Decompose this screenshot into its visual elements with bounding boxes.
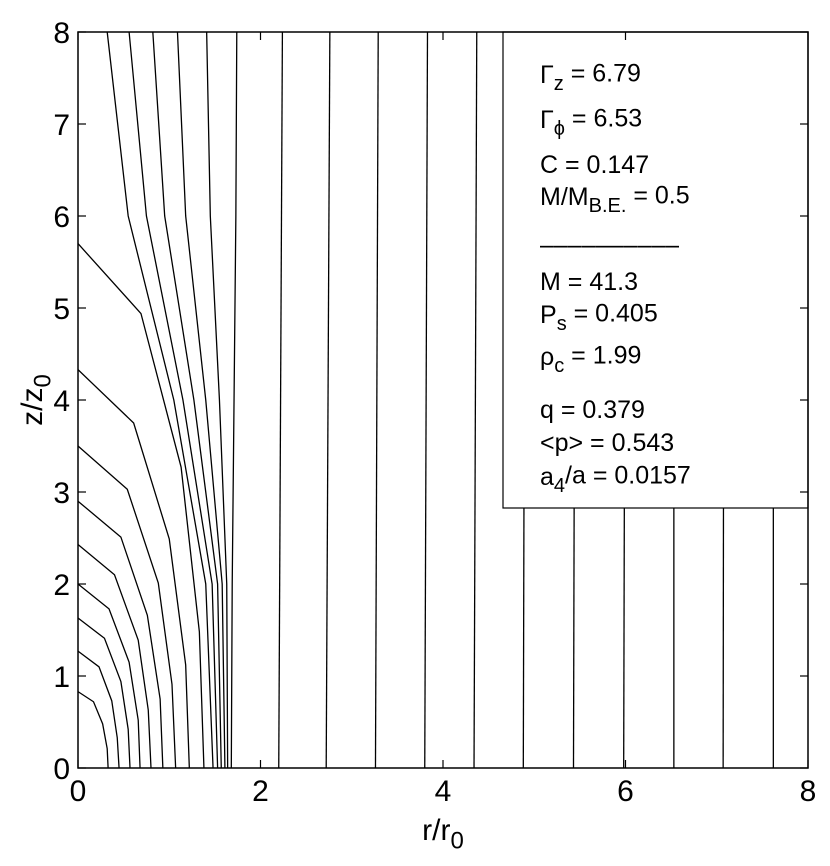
field-line <box>128 31 219 769</box>
y-tick-label: 7 <box>53 109 70 142</box>
annotation-box <box>502 31 809 509</box>
x-tick-label: 6 <box>617 775 634 808</box>
annotation: a4/a = 0.0157 <box>540 461 691 497</box>
field-line <box>106 31 214 769</box>
field-line <box>77 369 190 769</box>
annotation: ρc = 1.99 <box>540 341 641 377</box>
annotation-tail: = 1.99 <box>564 341 641 369</box>
x-tick-label: 8 <box>800 775 817 808</box>
annotation-base: q = 0.379 <box>540 396 645 424</box>
field-line <box>325 31 331 769</box>
annotation-tail: /a = 0.0157 <box>565 461 691 489</box>
field-line <box>77 445 177 769</box>
field-line <box>77 500 164 769</box>
annotation: Γϕ = 6.53 <box>540 104 642 140</box>
annotation-sub: z <box>554 73 564 95</box>
annotation: M = 41.3 <box>540 268 638 296</box>
field-line <box>152 31 222 769</box>
annotation-base: a <box>540 463 554 491</box>
annotation: Γz = 6.79 <box>540 59 641 95</box>
field-line <box>176 31 226 769</box>
field-line <box>77 691 109 769</box>
x-tick-label: 4 <box>435 775 452 808</box>
field-line <box>77 583 141 769</box>
annotation-base: ρ <box>540 343 554 371</box>
annotation-base: –––––––––– <box>540 231 679 259</box>
y-tick-label: 8 <box>53 17 70 50</box>
annotation-sub: s <box>557 313 567 335</box>
field-line <box>77 617 131 769</box>
field-line <box>230 31 238 769</box>
x-axis-label-sub: 0 <box>450 827 463 854</box>
annotation-base: C = 0.147 <box>540 151 649 179</box>
y-tick-label: 1 <box>53 661 70 694</box>
annotation: Ps = 0.405 <box>540 299 658 335</box>
annotation-base: P <box>540 301 557 329</box>
annotation-tail: = 6.79 <box>564 59 641 87</box>
annotation-tail: = 6.53 <box>565 104 642 132</box>
field-line <box>77 543 152 769</box>
field-line <box>77 243 205 769</box>
annotation-base: Γ <box>540 61 554 89</box>
annotation: <p> = 0.543 <box>540 429 674 457</box>
annotation-sub: ϕ <box>554 118 565 140</box>
field-line <box>206 31 229 769</box>
field-line <box>77 650 120 769</box>
annotation: C = 0.147 <box>540 151 649 179</box>
x-axis-label: r/r0 <box>422 814 464 854</box>
annotation: –––––––––– <box>540 231 679 259</box>
field-line <box>374 31 379 769</box>
annotation-tail: = 0.5 <box>626 181 689 209</box>
annotation-sub: B.E. <box>589 195 627 217</box>
y-tick-label: 5 <box>53 293 70 326</box>
y-tick-label: 6 <box>53 201 70 234</box>
y-tick-label: 3 <box>53 477 70 510</box>
y-axis-label-base: z/z <box>16 388 49 426</box>
x-tick-label: 0 <box>70 775 87 808</box>
annotation-base: Γ <box>540 106 554 134</box>
y-tick-label: 2 <box>53 569 70 602</box>
annotation: M/MB.E. = 0.5 <box>540 181 690 217</box>
x-tick-label: 2 <box>252 775 269 808</box>
y-axis-label-sub: 0 <box>29 374 56 387</box>
annotation-sub: c <box>554 355 564 377</box>
field-line <box>424 31 429 769</box>
x-axis-label-base: r/r <box>422 814 450 847</box>
annotation-base: M = 41.3 <box>540 268 638 296</box>
y-tick-label: 0 <box>53 753 70 786</box>
field-line <box>473 31 478 769</box>
y-axis-label: z/z0 <box>16 374 56 426</box>
annotation-base: M/M <box>540 183 589 211</box>
field-line <box>278 31 284 769</box>
annotation-sub: 4 <box>554 475 565 497</box>
annotation-base: <p> = 0.543 <box>540 429 674 457</box>
y-tick-label: 4 <box>53 385 70 418</box>
annotation-tail: = 0.405 <box>567 299 658 327</box>
annotation: q = 0.379 <box>540 396 645 424</box>
